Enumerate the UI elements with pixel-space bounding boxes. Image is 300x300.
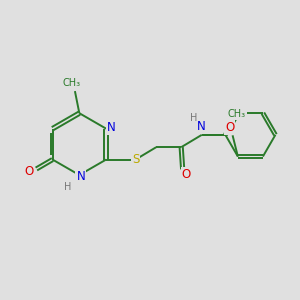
Text: O: O [182,168,191,181]
Text: N: N [76,170,85,183]
Text: N: N [107,121,116,134]
Text: H: H [190,113,197,123]
Text: O: O [24,165,34,178]
Text: O: O [225,121,234,134]
Text: S: S [132,153,139,166]
Text: CH₃: CH₃ [63,78,81,88]
Text: H: H [64,182,72,192]
Text: N: N [197,119,206,133]
Text: CH₃: CH₃ [228,109,246,119]
